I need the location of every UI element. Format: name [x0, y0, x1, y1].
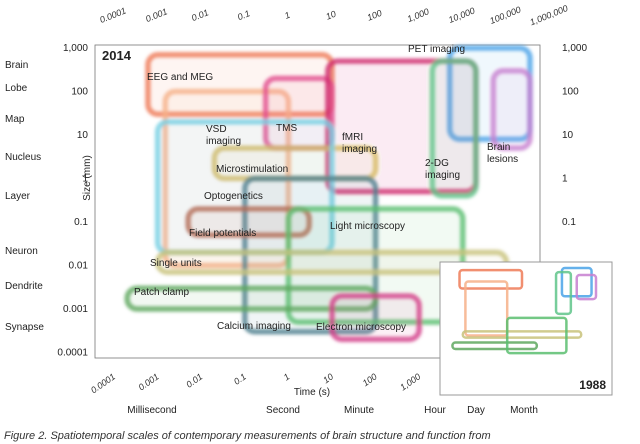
- y-tick-label-right: 10: [562, 130, 574, 141]
- time-landmark-label: Millisecond: [127, 405, 176, 416]
- top-tick-label: 100: [366, 8, 384, 23]
- method-label: Optogenetics: [204, 191, 263, 202]
- bottom-tick-label: 0.1: [232, 371, 248, 386]
- method-label: Single units: [150, 258, 202, 269]
- y-tick-label-left: 100: [71, 87, 88, 98]
- figure-caption: Figure 2. Spatiotemporal scales of conte…: [4, 430, 491, 442]
- inset-range-box: [458, 268, 524, 290]
- time-landmark-label: Hour: [424, 405, 446, 416]
- y-tick-label-left: 0.0001: [57, 348, 88, 359]
- size-scale-label: Map: [5, 114, 25, 125]
- size-scale-label: Dendrite: [5, 281, 43, 292]
- top-tick-label: 10: [324, 9, 337, 22]
- y-tick-label-right: 0.1: [562, 217, 576, 228]
- y-tick-label-left: 0.01: [69, 261, 89, 272]
- method-range-box: [329, 293, 422, 343]
- inset-range-box: [505, 316, 568, 355]
- method-label: Light microscopy: [330, 221, 405, 232]
- method-label: Field potentials: [189, 228, 256, 239]
- bottom-tick-label: 0.001: [137, 371, 161, 392]
- method-label: TMS: [276, 123, 297, 134]
- inset-1988-panel: 1988: [439, 261, 613, 396]
- inset-range-box: [554, 270, 573, 316]
- y-tick-label-left: 10: [77, 130, 89, 141]
- y-tick-label-left: 0.1: [74, 217, 88, 228]
- y-tick-label-left: 1,000: [63, 43, 88, 54]
- top-tick-label: 100,000: [488, 4, 522, 25]
- inset-range-box: [461, 330, 583, 339]
- inset-range-box: [575, 273, 598, 301]
- top-tick-label: 0.0001: [98, 5, 127, 25]
- bottom-tick-label: 1,000: [398, 371, 422, 392]
- size-scale-label: Layer: [5, 191, 31, 202]
- y-tick-label-right: 1,000: [562, 43, 587, 54]
- method-label: Microstimulation: [216, 164, 288, 175]
- inset-range-box: [451, 341, 539, 351]
- top-tick-label: 10,000: [447, 5, 476, 25]
- inset-range-box: [464, 280, 509, 337]
- size-scale-label: Neuron: [5, 246, 38, 257]
- size-scale-label: Lobe: [5, 83, 28, 94]
- top-tick-label: 0.1: [236, 8, 251, 22]
- x-axis-label: Time (s): [294, 387, 330, 398]
- y-tick-label-right: 100: [562, 87, 579, 98]
- method-label: fMRI imaging: [342, 132, 377, 155]
- y-axis-label: Size (mm): [82, 155, 93, 201]
- top-tick-label: 0.001: [144, 6, 169, 24]
- method-label: 2-DG imaging: [425, 158, 460, 181]
- time-landmark-label: Second: [266, 405, 300, 416]
- bottom-tick-label: 1: [282, 371, 292, 382]
- method-label: EEG and MEG: [147, 72, 213, 83]
- method-label: Calcium imaging: [217, 321, 291, 332]
- time-landmark-label: Month: [510, 405, 538, 416]
- method-label: Patch clamp: [134, 287, 189, 298]
- inset-year: 1988: [579, 378, 606, 392]
- method-label: PET imaging: [408, 44, 465, 55]
- top-tick-label: 1,000: [406, 6, 431, 24]
- bottom-tick-label: 100: [361, 371, 379, 388]
- size-scale-label: Synapse: [5, 322, 44, 333]
- bottom-tick-label: 0.0001: [89, 371, 117, 395]
- method-label: Brain lesions: [487, 142, 518, 165]
- size-scale-label: Brain: [5, 60, 28, 71]
- y-tick-label-left: 1: [82, 174, 88, 185]
- method-range-box: [429, 58, 479, 199]
- y-tick-label-right: 1: [562, 174, 568, 185]
- panel-year: 2014: [102, 48, 132, 63]
- time-landmark-label: Day: [467, 405, 485, 416]
- time-landmark-label: Minute: [344, 405, 374, 416]
- method-label: VSD imaging: [206, 124, 241, 147]
- y-tick-label-left: 0.001: [63, 304, 88, 315]
- top-tick-label: 0.01: [190, 7, 210, 23]
- bottom-tick-label: 0.01: [184, 371, 204, 389]
- bottom-tick-label: 10: [321, 371, 335, 385]
- top-tick-label: 1,000,000: [528, 3, 569, 27]
- top-tick-label: 1: [283, 10, 291, 21]
- method-label: Electron microscopy: [316, 322, 406, 333]
- size-scale-label: Nucleus: [5, 152, 41, 163]
- method-range-box: [490, 67, 533, 151]
